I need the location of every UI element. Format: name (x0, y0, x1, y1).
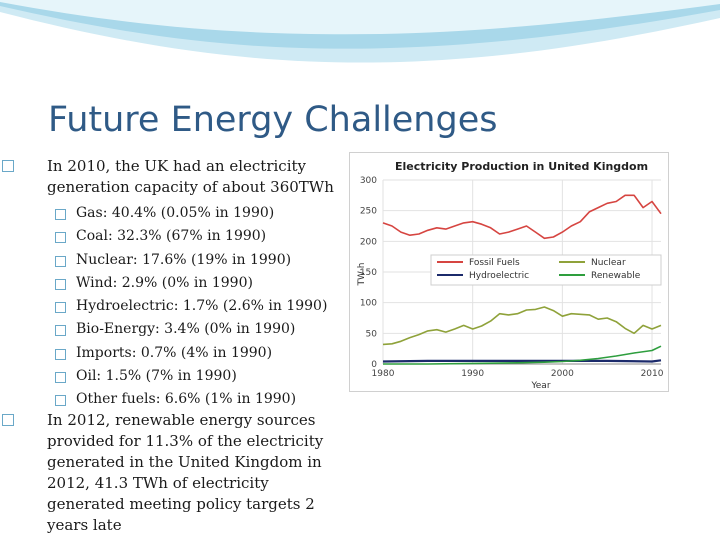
y-tick-label: 200 (360, 237, 377, 247)
square-bullet-icon (55, 255, 66, 267)
y-tick-label: 250 (360, 207, 377, 217)
series-line-hydroelectric (382, 359, 662, 363)
series-line-fossil-fuels (382, 194, 662, 240)
decorative-wave-banner (0, 0, 720, 63)
legend-label: Renewable (591, 271, 641, 281)
slide-title: Future Energy Challenges (48, 100, 498, 140)
square-bullet-icon (55, 325, 66, 337)
list-item: Oil: 1.5% (7% in 1990) (55, 365, 355, 388)
list-item: Imports: 0.7% (4% in 1990) (55, 342, 355, 365)
list-item: Gas: 40.4% (0.05% in 1990) (55, 202, 355, 225)
bullet-capacity-text: In 2010, the UK had an electricity gener… (47, 157, 334, 196)
legend-label: Nuclear (591, 258, 626, 268)
electricity-production-chart: Electricity Production in United Kingdom… (349, 152, 669, 392)
x-tick-label: 1990 (461, 369, 484, 379)
square-bullet-icon (55, 302, 66, 314)
list-item: Coal: 32.3% (67% in 1990) (55, 225, 355, 248)
square-bullet-icon (2, 160, 14, 172)
y-tick-label: 300 (360, 176, 377, 186)
chart-title: Electricity Production in United Kingdom (395, 160, 648, 173)
bullet-capacity: In 2010, the UK had an electricity gener… (2, 156, 347, 198)
y-tick-label: 50 (366, 329, 378, 339)
x-tick-label: 2000 (551, 369, 574, 379)
square-bullet-icon (55, 395, 66, 407)
series-line-nuclear (382, 306, 662, 346)
square-bullet-icon (55, 278, 66, 290)
y-tick-label: 0 (371, 360, 377, 370)
legend-label: Fossil Fuels (469, 258, 520, 268)
list-item: Other fuels: 6.6% (1% in 1990) (55, 388, 355, 411)
square-bullet-icon (55, 232, 66, 244)
y-tick-label: 100 (360, 299, 377, 309)
bullet-renewables-text: In 2012, renewable energy sources provid… (47, 411, 324, 534)
x-tick-label: 1980 (372, 369, 395, 379)
series-line-renewable (383, 345, 662, 365)
chart-legend: Fossil Fuels Hydroelectric Nuclear Renewabl… (430, 254, 662, 286)
legend-label: Hydroelectric (469, 271, 529, 281)
list-item: Hydroelectric: 1.7% (2.6% in 1990) (55, 295, 355, 318)
list-item: Nuclear: 17.6% (19% in 1990) (55, 249, 355, 272)
square-bullet-icon (55, 372, 66, 384)
square-bullet-icon (2, 414, 14, 426)
list-item: Wind: 2.9% (0% in 1990) (55, 272, 355, 295)
y-tick-label: 150 (360, 268, 377, 278)
x-tick-label: 2010 (641, 369, 664, 379)
generation-mix-list: Gas: 40.4% (0.05% in 1990) Coal: 32.3% (… (55, 202, 355, 412)
square-bullet-icon (55, 209, 66, 220)
square-bullet-icon (55, 348, 66, 360)
y-axis-label: TW·h (357, 263, 367, 287)
list-item: Bio-Energy: 3.4% (0% in 1990) (55, 318, 355, 341)
legend-box (430, 254, 662, 286)
x-axis-label: Year (530, 381, 550, 391)
bullet-renewables-2012: In 2012, renewable energy sources provid… (2, 410, 347, 536)
